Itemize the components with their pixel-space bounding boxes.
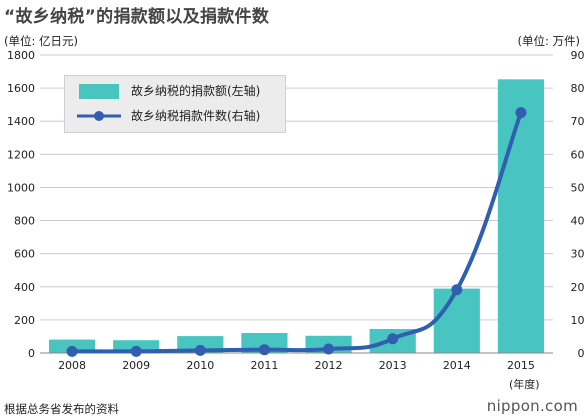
line-point (258, 344, 270, 356)
y-right-tick-label: 800 (571, 82, 584, 95)
y-right-tick-label: 300 (571, 248, 584, 261)
x-tick-label: 2010 (186, 359, 214, 372)
y-right-tick-label: 400 (571, 215, 584, 228)
x-tick-label: 2014 (443, 359, 471, 372)
line-point (194, 344, 206, 356)
source-note: 根据总务省发布的资料 (4, 402, 119, 416)
y-left-tick-label: 1400 (7, 115, 35, 128)
x-tick-label: 2015 (507, 359, 535, 372)
left-axis-unit: (单位: 亿日元) (4, 34, 79, 48)
line-point (387, 333, 399, 345)
line-point (515, 107, 527, 119)
y-right-tick-label: 0 (578, 347, 584, 360)
y-left-tick-label: 1000 (7, 181, 35, 194)
y-right-tick-label: 100 (571, 314, 584, 327)
chart-legend: 故乡纳税的捐款额(左轴) 故乡纳税捐款件数(右轴) (64, 75, 286, 133)
y-left-tick-label: 0 (28, 347, 35, 360)
chart-title: “故乡纳税”的捐款额以及捐款件数 (4, 7, 270, 27)
x-tick-label: 2012 (315, 359, 343, 372)
y-right-tick-label: 500 (571, 181, 584, 194)
y-left-tick-label: 1200 (7, 148, 35, 161)
x-axis-unit: (年度) (509, 378, 540, 391)
line-point (451, 284, 463, 296)
legend-label-donation-amount: 故乡纳税的捐款额(左轴) (131, 84, 261, 98)
line-point (66, 345, 78, 357)
series-line (70, 110, 523, 354)
y-left-tick-label: 600 (14, 248, 35, 261)
line-point (130, 345, 142, 357)
line-point (323, 343, 335, 355)
y-left-tick-label: 800 (14, 215, 35, 228)
y-left-tick-label: 400 (14, 281, 35, 294)
x-tick-label: 2008 (58, 359, 86, 372)
y-right-tick-label: 600 (571, 148, 584, 161)
right-axis-unit: (单位: 万件) (517, 34, 580, 48)
x-tick-label: 2013 (379, 359, 407, 372)
brand-logo: nippon.com (486, 397, 578, 415)
x-tick-label: 2011 (250, 359, 278, 372)
y-left-tick-label: 200 (14, 314, 35, 327)
y-left-tick-label: 1800 (7, 49, 35, 62)
bar (433, 288, 480, 353)
bar (497, 79, 545, 353)
y-right-tick-label: 900 (571, 49, 584, 62)
y-right-tick-label: 700 (571, 115, 584, 128)
legend-bar-swatch (79, 83, 119, 99)
legend-label-donation-count: 故乡纳税捐款件数(右轴) (131, 109, 261, 123)
y-right-tick-label: 200 (571, 281, 584, 294)
y-left-tick-label: 1600 (7, 82, 35, 95)
legend-line-swatch (77, 111, 121, 121)
x-tick-label: 2009 (122, 359, 150, 372)
